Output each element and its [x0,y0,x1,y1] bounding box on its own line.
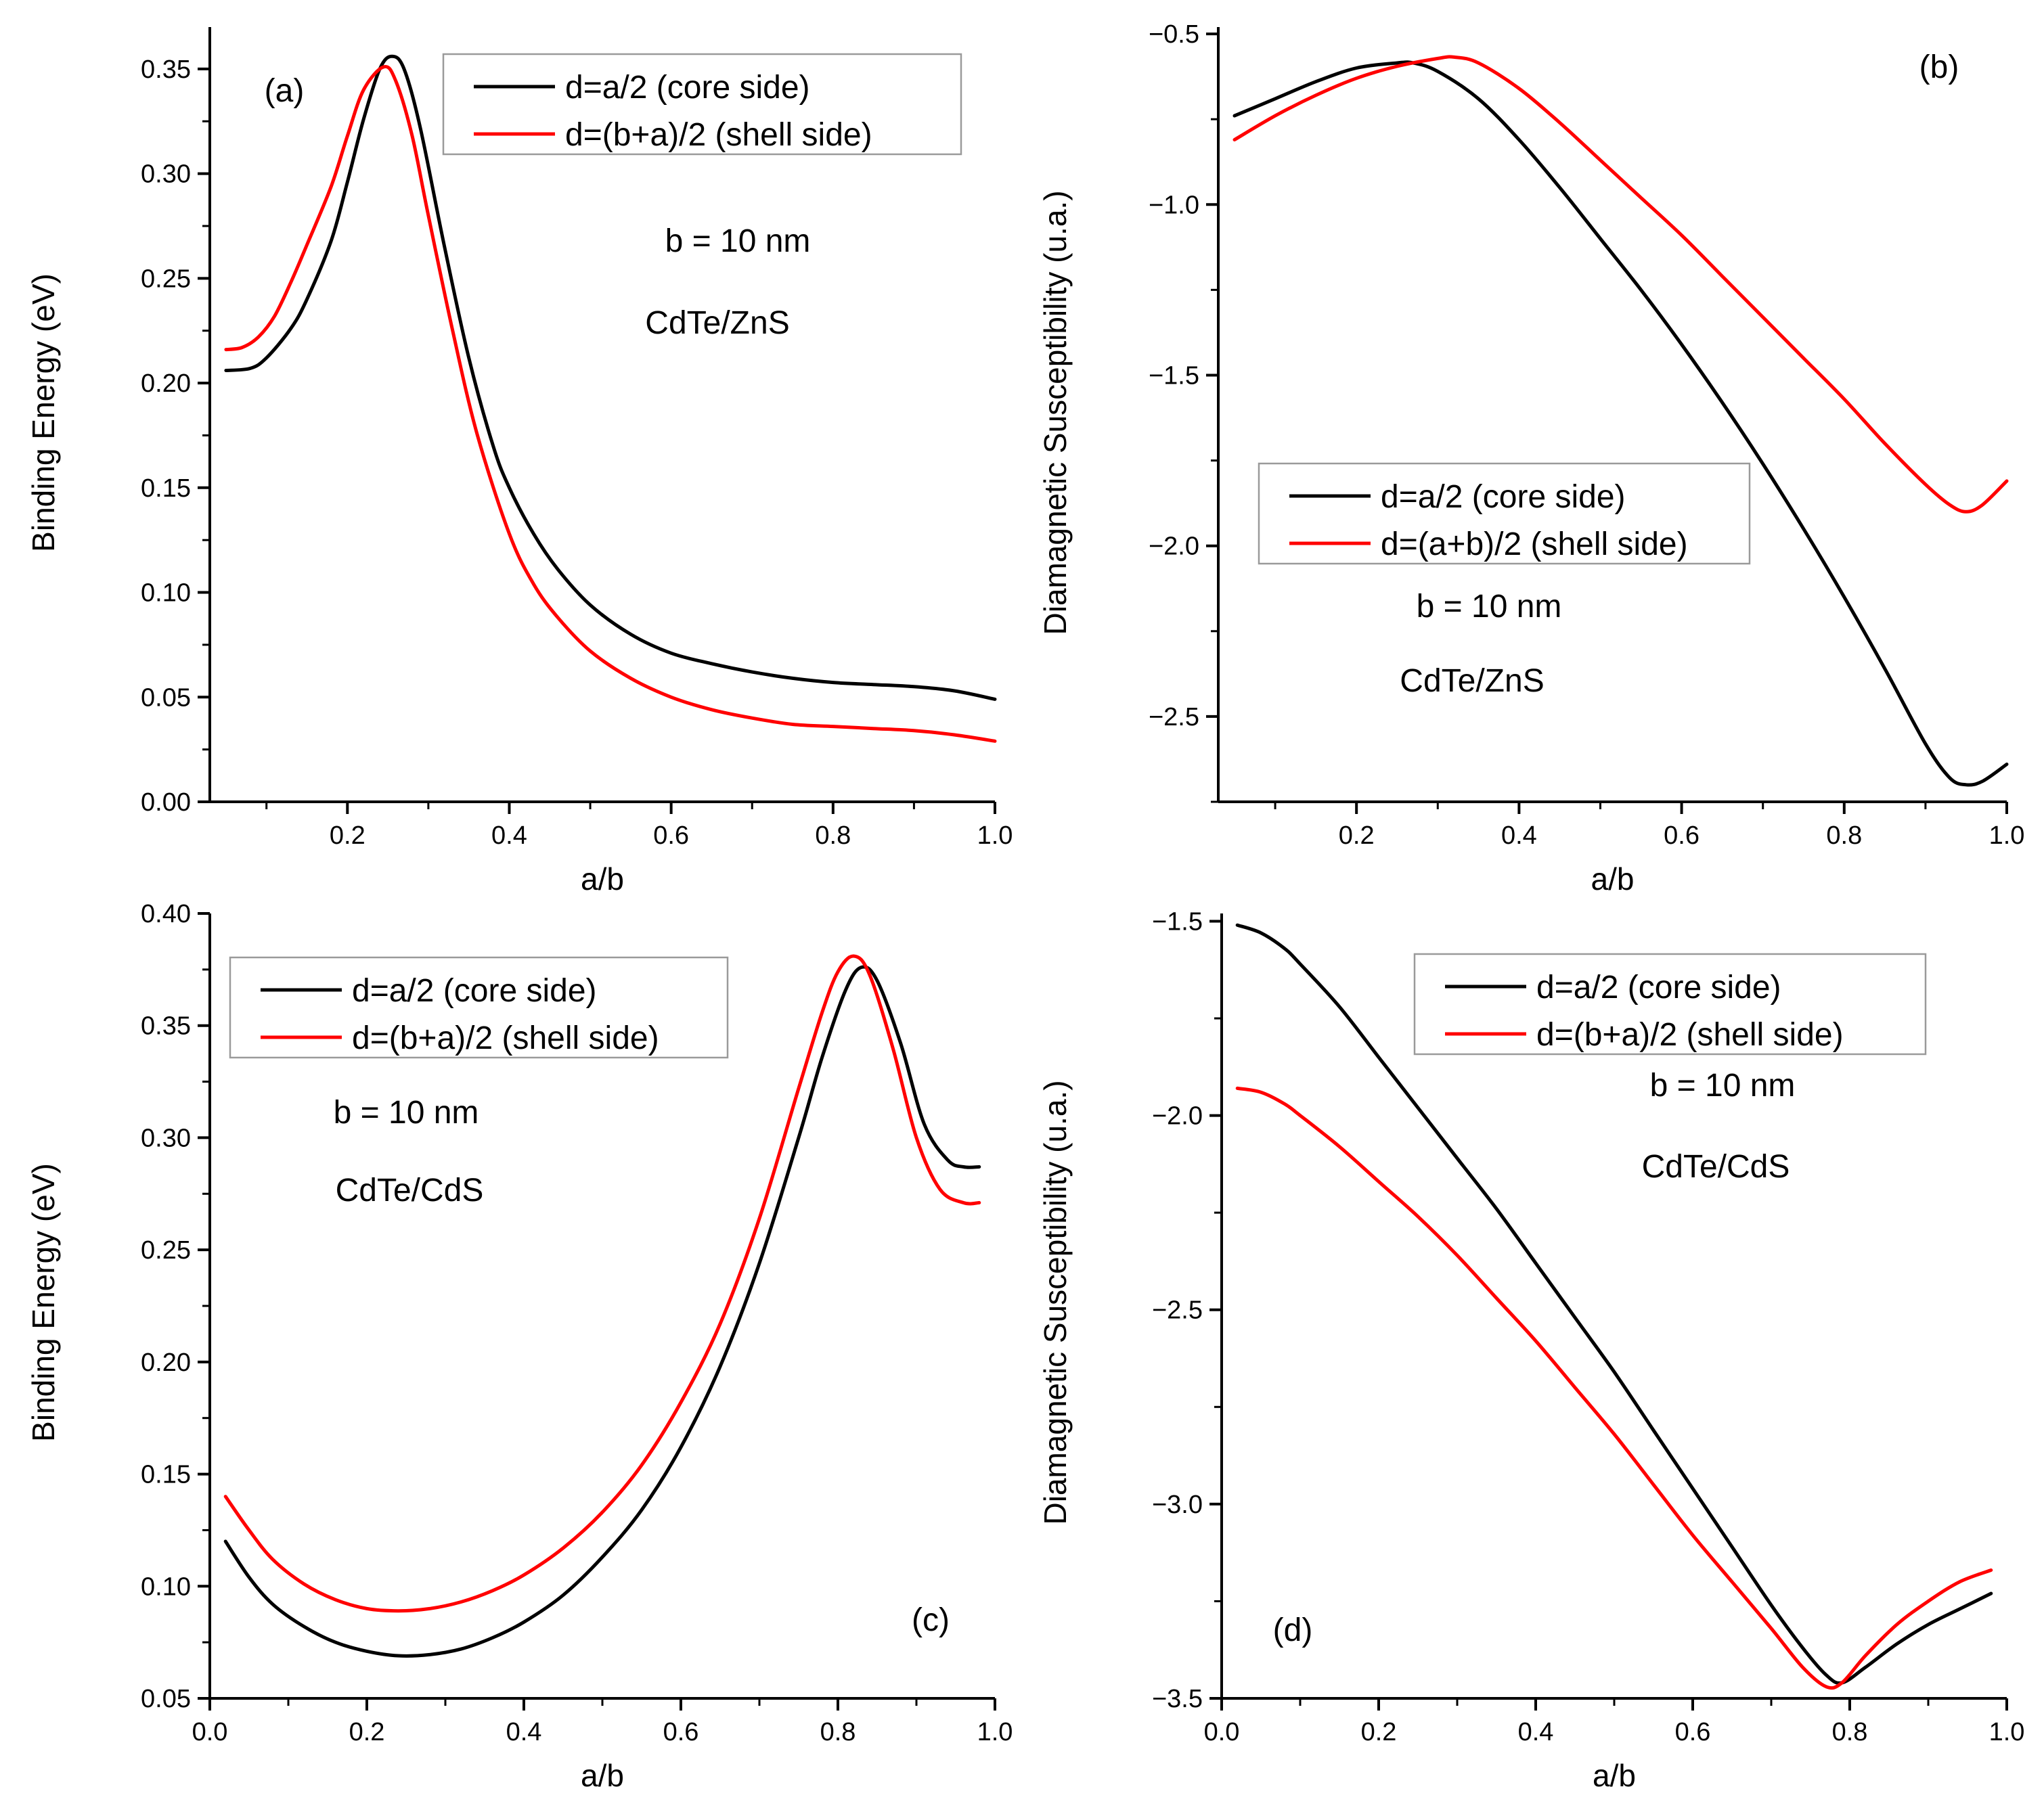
series-shell-side-line [223,954,981,1613]
series-shell-side-line [1232,55,2009,514]
y-tick-label: 0.15 [141,474,191,503]
x-axis-title: a/b [581,861,624,897]
x-axis-title: a/b [1593,1758,1636,1793]
panel-d: 0.0 0.2 0.4 0.6 0.8 1.0 −3.5 −3.0 −2.5 −2.0 −1.5 a/… [1038,907,2024,1793]
legend-label-shell: d=(b+a)/2 (shell side) [565,117,872,153]
x-tick-label: 0.0 [1204,1718,1240,1746]
annotation-material: CdTe/CdS [1642,1149,1790,1185]
legend: d=a/2 (core side) d=(b+a)/2 (shell side) [1413,953,1927,1056]
x-tick-label: 0.0 [192,1718,228,1746]
legend-label-core: d=a/2 (core side) [1536,970,1781,1005]
x-tick-label: 0.8 [820,1718,856,1746]
panel-label: (a) [265,73,305,109]
x-tick-label: 0.4 [506,1718,542,1746]
y-tick-label: −3.5 [1152,1685,1203,1713]
y-tick-label: −1.5 [1152,907,1203,936]
x-tick-label: 0.6 [1675,1718,1711,1746]
y-tick-label: −2.5 [1149,703,1199,731]
legend-label-shell: d=(b+a)/2 (shell side) [1536,1017,1844,1053]
y-axis-title: Binding Energy (eV) [26,273,61,552]
y-tick-label: 0.35 [141,1012,191,1041]
annotation-shell-radius: b = 10 nm [1417,589,1562,625]
legend-box [1413,953,1927,1056]
y-tick-label: 0.30 [141,1124,191,1152]
y-tick-label: 0.05 [141,683,191,712]
x-axis-title: a/b [581,1758,624,1793]
x-tick-label: 0.6 [653,821,689,850]
legend-box [442,53,962,156]
legend: d=a/2 (core side) d=(b+a)/2 (shell side) [442,53,962,156]
y-axis-title: Diamagnetic Susceptibility (u.a.) [1038,190,1073,635]
x-tick-label: 0.4 [1518,1718,1554,1746]
legend-label-core: d=a/2 (core side) [352,973,597,1009]
x-tick-label: 1.0 [977,1718,1013,1746]
panel-label: (b) [1919,49,1959,85]
y-tick-label: −1.0 [1149,191,1199,219]
annotation-material: CdTe/CdS [336,1173,484,1208]
annotation-material: CdTe/ZnS [1400,663,1544,699]
legend-label-core: d=a/2 (core side) [565,70,810,106]
series-core-side-line [1235,923,1993,1685]
annotation-shell-radius: b = 10 nm [334,1095,479,1131]
y-tick-label: 0.20 [141,369,191,398]
y-tick-label: −3.0 [1152,1491,1203,1519]
series-core-side-line [224,54,997,701]
y-tick-label: −0.5 [1149,20,1199,49]
series-shell-side-line [1235,1086,1993,1690]
panel-a: 0.2 0.4 0.6 0.8 1.0 0.00 0.05 0.10 0.15 0.20 0.25 0… [26,27,1013,897]
y-tick-label: 0.00 [141,788,191,817]
panel-label: (c) [912,1602,950,1638]
legend-label-shell: d=(a+b)/2 (shell side) [1381,526,1688,562]
y-tick-label: −1.5 [1149,361,1199,390]
y-tick-label: −2.0 [1152,1102,1203,1131]
x-tick-label: 0.8 [1826,821,1862,850]
x-tick-label: 0.2 [1361,1718,1397,1746]
y-tick-label: 0.05 [141,1685,191,1713]
y-tick-label: 0.25 [141,1236,191,1265]
legend-label-shell: d=(b+a)/2 (shell side) [352,1020,659,1056]
y-tick-label: −2.5 [1152,1296,1203,1325]
x-tick-label: 1.0 [1989,821,2025,850]
y-axis-title: Binding Energy (eV) [26,1163,61,1442]
legend-box [1258,462,1751,565]
y-tick-label: 0.10 [141,1573,191,1601]
x-tick-label: 0.8 [1832,1718,1868,1746]
y-tick-label: 0.35 [141,55,191,84]
annotation-shell-radius: b = 10 nm [665,223,811,259]
y-tick-label: 0.15 [141,1461,191,1489]
x-axis-title: a/b [1591,861,1635,897]
series-shell-side-line [224,64,997,743]
x-tick-label: 0.6 [663,1718,699,1746]
legend-label-core: d=a/2 (core side) [1381,479,1626,515]
y-tick-label: 0.30 [141,160,191,189]
x-tick-label: 1.0 [977,821,1013,850]
y-tick-label: 0.10 [141,579,191,608]
y-tick-label: −2.0 [1149,533,1199,561]
annotation-material: CdTe/ZnS [645,305,789,341]
x-tick-label: 0.4 [1501,821,1537,850]
series-core-side-line [1232,60,2009,787]
x-tick-label: 0.2 [349,1718,385,1746]
y-tick-label: 0.20 [141,1349,191,1377]
series-core-side-line [223,965,981,1658]
x-tick-label: 0.8 [815,821,851,850]
y-tick-label: 0.25 [141,265,191,293]
x-tick-label: 0.6 [1664,821,1699,850]
x-tick-label: 0.2 [330,821,365,850]
panel-label: (d) [1273,1612,1313,1648]
legend: d=a/2 (core side) d=(a+b)/2 (shell side) [1258,462,1751,565]
x-tick-label: 0.2 [1339,821,1375,850]
annotation-shell-radius: b = 10 nm [1650,1068,1796,1104]
x-tick-label: 0.4 [491,821,527,850]
y-tick-label: 0.40 [141,900,191,928]
panel-c: 0.0 0.2 0.4 0.6 0.8 1.0 0.05 0.10 0.15 0.20 0.25 0.… [26,900,1013,1793]
panel-b: 0.2 0.4 0.6 0.8 1.0 −2.5 −2.0 −1.5 −1.0 −0.5 a/b Di… [1038,20,2024,897]
legend-box [229,956,729,1059]
x-tick-label: 1.0 [1989,1718,2025,1746]
y-axis-title: Diamagnetic Susceptibility (u.a.) [1038,1080,1073,1524]
legend: d=a/2 (core side) d=(b+a)/2 (shell side) [229,956,729,1059]
